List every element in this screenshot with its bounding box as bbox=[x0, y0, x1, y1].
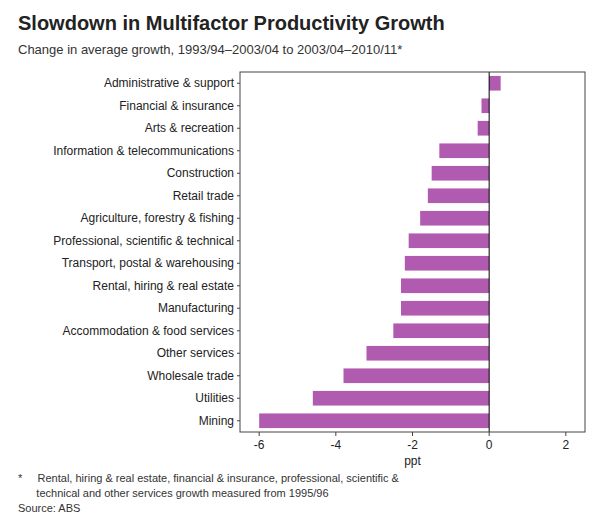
x-tick-label: 2 bbox=[562, 438, 569, 452]
bar bbox=[439, 143, 489, 158]
bar bbox=[489, 76, 501, 91]
y-tick bbox=[237, 240, 240, 241]
bar bbox=[401, 278, 489, 293]
y-tick bbox=[237, 195, 240, 196]
y-tick bbox=[237, 353, 240, 354]
bar bbox=[428, 188, 489, 203]
y-tick bbox=[237, 173, 240, 174]
bar bbox=[367, 346, 490, 361]
bar bbox=[409, 233, 490, 248]
chart: Slowdown in Multifactor Productivity Gro… bbox=[0, 0, 600, 521]
footnote: technical and other services growth meas… bbox=[18, 487, 329, 499]
x-tick bbox=[259, 432, 260, 436]
bar bbox=[482, 98, 490, 113]
x-tick bbox=[489, 432, 490, 436]
y-tick bbox=[237, 308, 240, 309]
category-label: Arts & recreation bbox=[145, 121, 234, 135]
x-tick bbox=[335, 432, 336, 436]
bar bbox=[393, 323, 489, 338]
category-label: Administrative & support bbox=[104, 76, 235, 90]
bar bbox=[401, 301, 489, 316]
y-tick bbox=[237, 263, 240, 264]
bars bbox=[259, 76, 501, 428]
category-label: Construction bbox=[167, 166, 234, 180]
y-tick bbox=[237, 105, 240, 106]
bar bbox=[405, 256, 489, 271]
category-label: Wholesale trade bbox=[147, 369, 234, 383]
category-label: Utilities bbox=[195, 391, 234, 405]
x-axis-label: ppt bbox=[404, 454, 421, 468]
category-label: Mining bbox=[199, 414, 234, 428]
y-tick bbox=[237, 83, 240, 84]
category-label: Professional, scientific & technical bbox=[53, 234, 234, 248]
bar bbox=[478, 121, 490, 136]
subtitle: Change in average growth, 1993/94–2003/0… bbox=[18, 42, 402, 57]
category-label: Accommodation & food services bbox=[63, 324, 234, 338]
title: Slowdown in Multifactor Productivity Gro… bbox=[18, 12, 445, 34]
category-label: Information & telecommunications bbox=[53, 144, 234, 158]
y-tick bbox=[237, 375, 240, 376]
category-label: Financial & insurance bbox=[119, 99, 234, 113]
bar bbox=[420, 211, 489, 226]
y-tick bbox=[237, 420, 240, 421]
zero-line bbox=[489, 72, 490, 432]
category-label: Manufacturing bbox=[158, 301, 234, 315]
footnote: * Rental, hiring & real estate, financia… bbox=[18, 472, 400, 484]
y-tick bbox=[237, 330, 240, 331]
footnote: Source: ABS bbox=[18, 502, 80, 514]
category-label: Transport, postal & warehousing bbox=[62, 256, 234, 270]
bar bbox=[344, 368, 490, 383]
category-label: Rental, hiring & real estate bbox=[93, 279, 235, 293]
category-label: Retail trade bbox=[173, 189, 235, 203]
y-tick bbox=[237, 285, 240, 286]
y-tick bbox=[237, 218, 240, 219]
category-label: Other services bbox=[157, 346, 234, 360]
plot-frame bbox=[240, 72, 585, 432]
x-tick-label: -4 bbox=[330, 438, 341, 452]
x-tick-label: 0 bbox=[486, 438, 493, 452]
y-tick bbox=[237, 150, 240, 151]
bar bbox=[259, 413, 489, 428]
y-tick bbox=[237, 128, 240, 129]
bar bbox=[313, 391, 489, 406]
bar bbox=[432, 166, 490, 181]
x-tick-label: -6 bbox=[254, 438, 265, 452]
y-tick bbox=[237, 398, 240, 399]
x-tick-label: -2 bbox=[407, 438, 418, 452]
x-tick bbox=[412, 432, 413, 436]
x-tick bbox=[565, 432, 566, 436]
category-label: Agriculture, forestry & fishing bbox=[81, 211, 234, 225]
